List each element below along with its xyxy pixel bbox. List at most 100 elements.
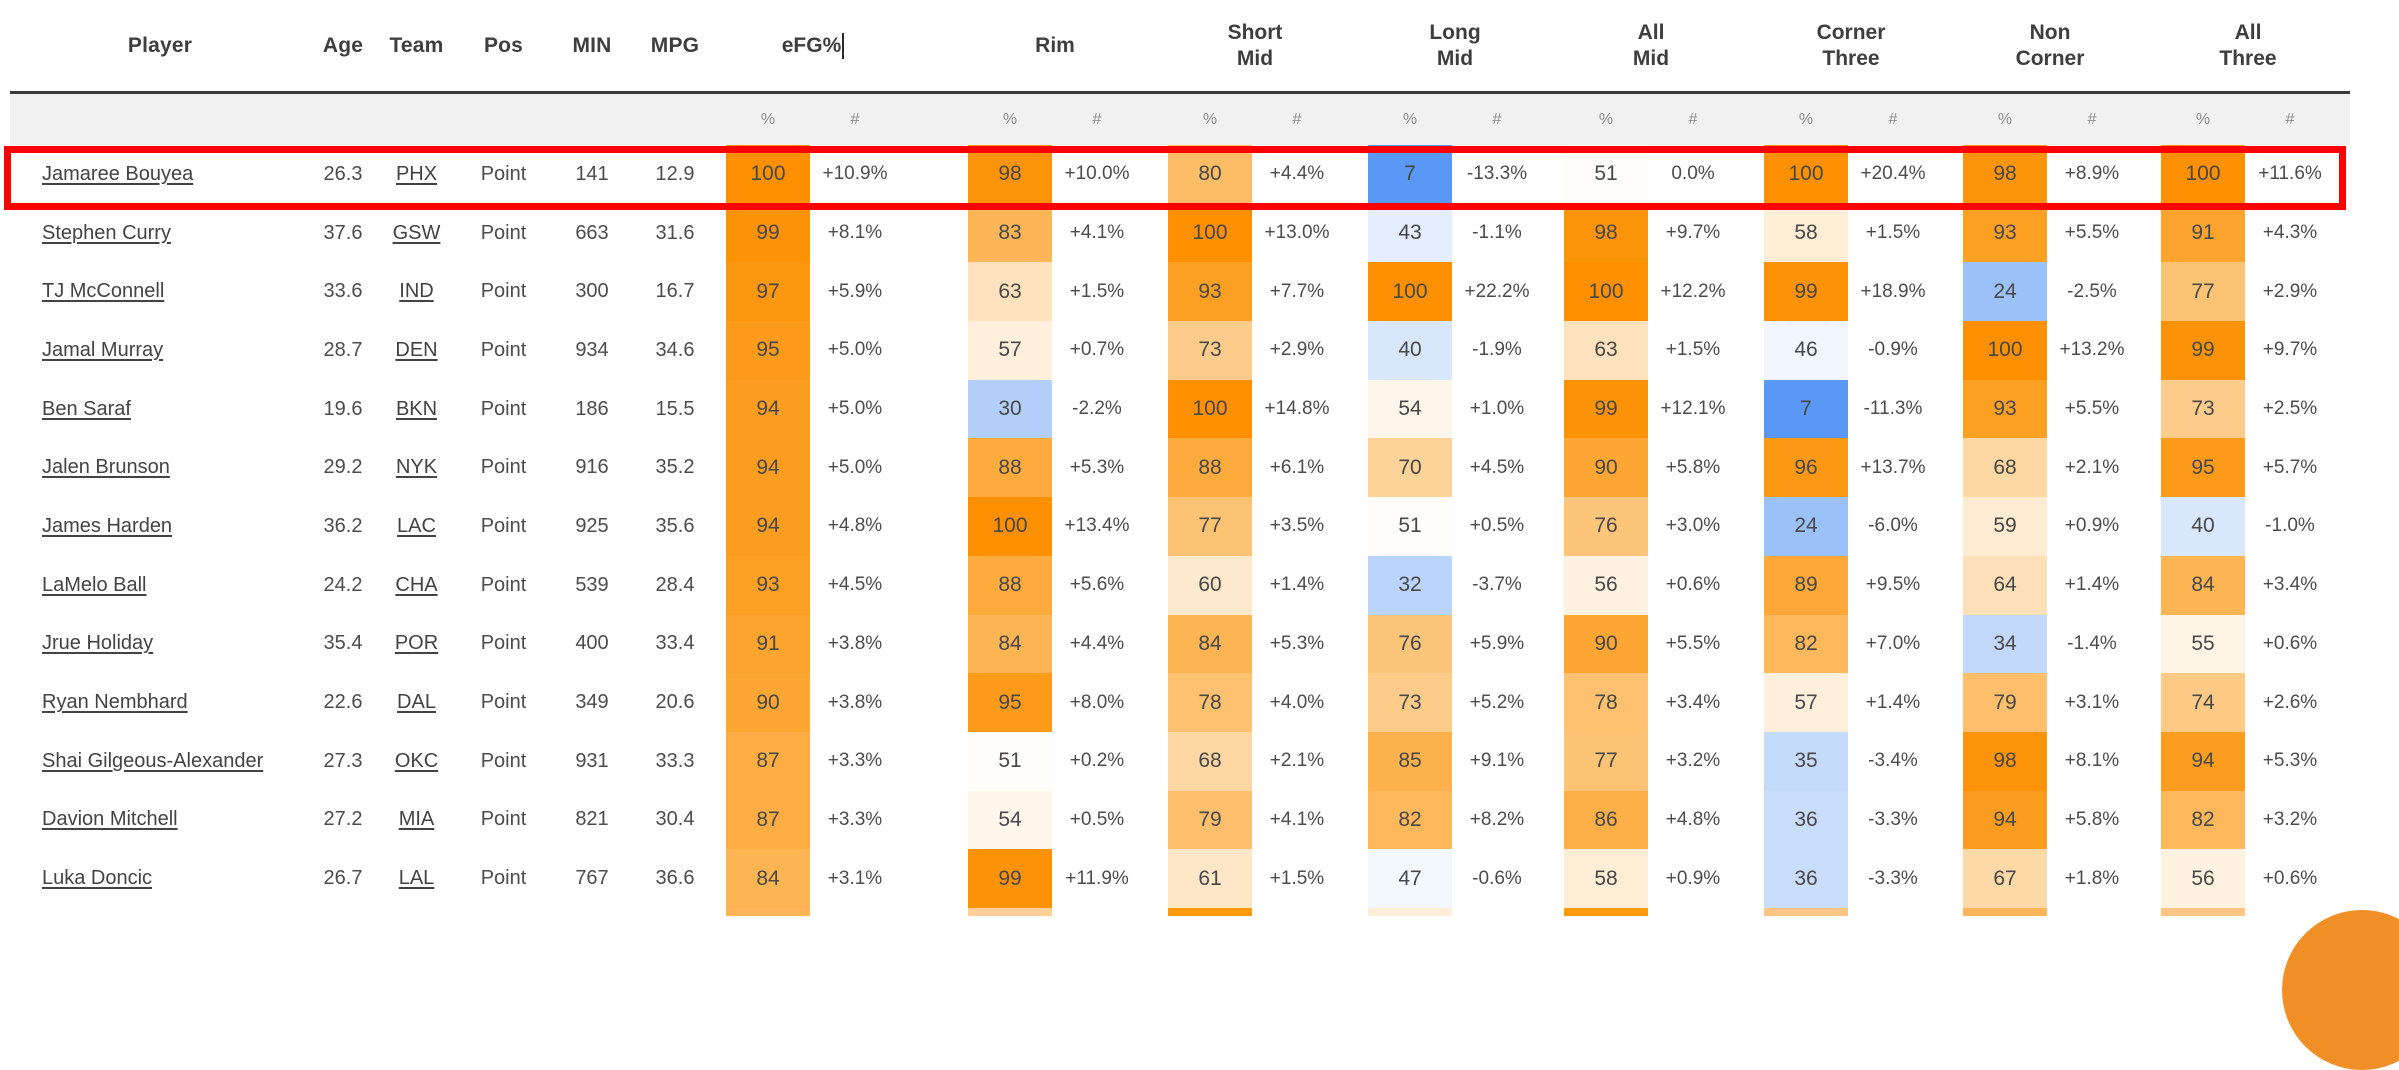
subheader-num-rim[interactable]: # [1092, 110, 1102, 128]
player-link[interactable]: Stephen Curry [42, 221, 171, 244]
player-link[interactable]: Luka Doncic [42, 867, 153, 890]
diff-value: +5.3% [1269, 632, 1325, 654]
subheader-num-efg[interactable]: # [850, 110, 860, 128]
percentile-cell: 58 [1564, 849, 1648, 908]
diff-value: +4.3% [2262, 222, 2318, 244]
diff-value: +8.1% [2064, 750, 2120, 772]
col-header-long-mid[interactable]: Long Mid [1368, 20, 1542, 72]
player-link[interactable]: Shai Gilgeous-Alexander [42, 749, 264, 772]
col-header-team[interactable]: Team [389, 33, 444, 57]
col-header-text: All [1637, 20, 1665, 44]
team-link[interactable]: DEN [395, 338, 438, 361]
mpg-value: 20.6 [655, 691, 695, 714]
col-header-corner-three[interactable]: Corner Three [1764, 20, 1938, 72]
col-header-short-mid[interactable]: Short Mid [1168, 20, 1342, 72]
team-link[interactable]: NYK [395, 456, 438, 479]
player-cell: Ben Saraf [10, 380, 310, 439]
diff-value: +3.8% [827, 632, 883, 654]
diff-value: +11.6% [2258, 163, 2322, 185]
percentile-cell: 46 [1764, 321, 1848, 380]
col-header-rim[interactable]: Rim [968, 33, 1142, 59]
subheader-pct-short-mid[interactable]: % [1202, 110, 1218, 128]
diff-value: +0.2% [1069, 750, 1125, 772]
col-header-pos[interactable]: Pos [483, 33, 524, 57]
diff-value: +5.0% [827, 339, 883, 361]
player-link[interactable]: Jalen Brunson [42, 456, 170, 479]
team-link[interactable]: DAL [397, 691, 436, 714]
subheader-pct-all-three[interactable]: % [2195, 110, 2211, 128]
team-link[interactable]: CHA [395, 573, 438, 596]
player-link[interactable]: Jamaree Bouyea [42, 162, 194, 185]
percentile-cell: 63 [1564, 321, 1648, 380]
col-header-efg[interactable]: eFG% [726, 32, 900, 59]
diff-value: -1.9% [1472, 339, 1522, 361]
col-header-text: Corner [1816, 20, 1886, 44]
player-link[interactable]: Jamal Murray [42, 338, 164, 361]
subheader-pct-efg[interactable]: % [760, 110, 776, 128]
min-value: 186 [575, 397, 609, 420]
percentile-cell: 93 [1168, 262, 1252, 322]
team-link[interactable]: MIA [398, 808, 435, 831]
player-stats-table: Player Age Team Pos MIN MPG eFG% Rim Short Mid Lon… [10, 0, 2350, 916]
diff-value: +0.6% [2262, 867, 2318, 889]
percentile-cell: 80 [1168, 145, 1252, 204]
subheader-num-corner-three[interactable]: # [1888, 110, 1898, 128]
percentile-cell: 93 [1963, 379, 2047, 439]
col-header-all-three[interactable]: All Three [2161, 20, 2335, 72]
team-link[interactable]: GSW [392, 221, 441, 244]
col-header-all-mid[interactable]: All Mid [1564, 20, 1738, 72]
player-link[interactable]: TJ McConnell [42, 280, 165, 303]
team-link[interactable]: LAC [397, 514, 436, 537]
min-value: 931 [575, 749, 609, 772]
player-cell: James Harden [10, 497, 310, 556]
col-header-text: All [2234, 20, 2262, 44]
table-subheader-row: % #% #% #% #% #% #% #% # [10, 94, 2350, 145]
pos-value: Point [480, 162, 527, 185]
subheader-num-non-corner[interactable]: # [2087, 110, 2097, 128]
diff-value: +0.9% [2064, 515, 2120, 537]
partial-next-row [10, 907, 2335, 916]
percentile-cell: 100 [1963, 321, 2047, 380]
subheader-num-short-mid[interactable]: # [1292, 110, 1302, 128]
percentile-cell: 95 [726, 321, 810, 380]
subheader-num-long-mid[interactable]: # [1492, 110, 1502, 128]
subheader-pct-non-corner[interactable]: % [1997, 110, 2013, 128]
player-cell: Jamal Murray [10, 321, 310, 380]
subheader-num-all-three[interactable]: # [2285, 110, 2295, 128]
col-header-label: Three [1822, 46, 1879, 72]
col-header-non-corner[interactable]: Non Corner [1963, 20, 2137, 72]
percentile-cell: 100 [1764, 145, 1848, 204]
subheader-pct-long-mid[interactable]: % [1402, 110, 1418, 128]
diff-value: +3.5% [1269, 515, 1325, 537]
player-link[interactable]: Davion Mitchell [42, 808, 178, 831]
subheader-pct-corner-three[interactable]: % [1798, 110, 1814, 128]
col-header-label: Mid [1633, 46, 1669, 72]
subheader-pct-all-mid[interactable]: % [1598, 110, 1614, 128]
player-link[interactable]: Ryan Nembhard [42, 691, 188, 714]
col-header-min[interactable]: MIN [572, 33, 612, 57]
col-header-player[interactable]: Player [127, 33, 193, 57]
col-header-mpg[interactable]: MPG [650, 33, 700, 57]
team-link[interactable]: PHX [395, 162, 438, 185]
subheader-num-all-mid[interactable]: # [1688, 110, 1698, 128]
scroll-fab[interactable] [2282, 910, 2399, 1070]
team-link[interactable]: BKN [395, 397, 438, 420]
col-header-age[interactable]: Age [322, 33, 364, 57]
team-link[interactable]: IND [399, 280, 434, 303]
percentile-cell: 94 [1963, 790, 2047, 850]
team-link[interactable]: LAL [398, 867, 435, 890]
table-body: Jamaree Bouyea 26.3 PHX Point 141 12.9 100 +10.… [10, 145, 2350, 908]
team-link[interactable]: OKC [394, 749, 439, 772]
subheader-pct-rim[interactable]: % [1002, 110, 1018, 128]
age-value: 22.6 [323, 691, 363, 714]
min-value: 400 [575, 632, 609, 655]
player-link[interactable]: Jrue Holiday [42, 632, 154, 655]
percentile-cell: 93 [1963, 203, 2047, 263]
diff-value: -1.0% [2265, 515, 2315, 537]
player-link[interactable]: LaMelo Ball [42, 573, 147, 596]
diff-value: -2.2% [1072, 398, 1122, 420]
percentile-cell: 59 [1963, 497, 2047, 556]
player-link[interactable]: Ben Saraf [42, 397, 131, 420]
team-link[interactable]: POR [394, 632, 439, 655]
player-link[interactable]: James Harden [42, 514, 173, 537]
